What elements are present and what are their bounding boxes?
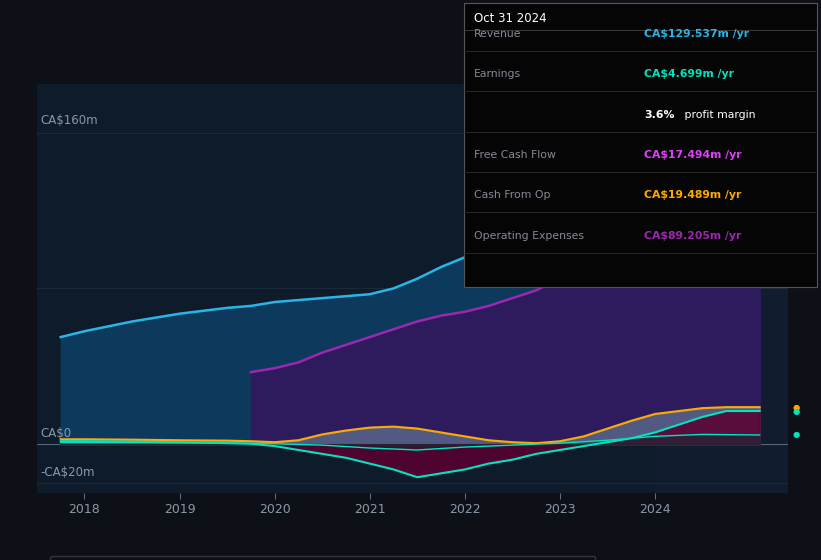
Legend: Revenue, Earnings, Free Cash Flow, Cash From Op, Operating Expenses: Revenue, Earnings, Free Cash Flow, Cash … [49,556,595,560]
Text: CA$19.489m /yr: CA$19.489m /yr [644,190,742,200]
Text: CA$0: CA$0 [41,427,71,440]
Text: Cash From Op: Cash From Op [474,190,550,200]
Text: Earnings: Earnings [474,69,521,80]
Text: 3.6%: 3.6% [644,110,675,120]
Text: CA$4.699m /yr: CA$4.699m /yr [644,69,735,80]
Text: -CA$20m: -CA$20m [41,466,95,479]
Text: ●: ● [792,267,800,276]
Text: CA$89.205m /yr: CA$89.205m /yr [644,231,742,241]
Text: ●: ● [792,431,800,440]
Text: CA$129.537m /yr: CA$129.537m /yr [644,29,750,39]
Text: ●: ● [792,407,800,416]
Text: ●: ● [792,403,800,412]
Text: ●: ● [792,186,800,195]
Text: Operating Expenses: Operating Expenses [474,231,584,241]
Bar [655,84,788,493]
Text: CA$17.494m /yr: CA$17.494m /yr [644,150,742,160]
Text: Free Cash Flow: Free Cash Flow [474,150,556,160]
Text: CA$160m: CA$160m [41,114,99,127]
Text: Revenue: Revenue [474,29,521,39]
Text: profit margin: profit margin [681,110,756,120]
Text: Oct 31 2024: Oct 31 2024 [474,12,546,25]
